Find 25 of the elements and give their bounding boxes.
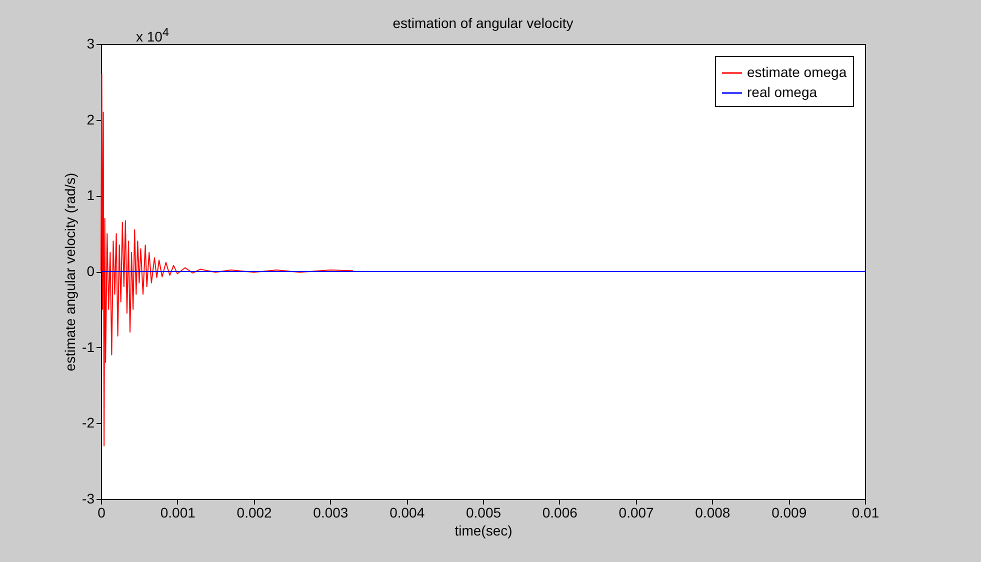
x-tick-label: 0.008 [695,504,730,520]
x-tick-label: 0.006 [542,504,578,520]
x-tick-label: 0.01 [852,504,880,520]
chart-title: estimation of angular velocity [392,15,574,31]
y-tick-label: -1 [82,338,95,355]
x-tick-label: 0.003 [313,504,348,520]
x-tick-label: 0.005 [466,504,502,520]
y-tick-label: 2 [86,111,95,128]
x-axis-title: time(sec) [454,522,512,538]
x-tick-label: 0.002 [236,504,272,520]
legend-label: estimate omega [747,64,847,80]
legend-label: real omega [747,84,818,100]
y-axis-title: estimate angular velocity (rad/s) [62,172,78,372]
y-tick-label: 0 [86,263,95,279]
y-tick-label: 1 [86,187,95,204]
y-tick-label: 3 [86,36,95,52]
x-tick-label: 0.007 [618,504,654,520]
x-tick-label: 0.004 [390,504,425,520]
line-series [100,74,354,446]
y-tick-label: -3 [82,490,95,506]
y-tick-label: -2 [82,414,95,431]
x-tick-label: 0.001 [160,504,196,520]
x-tick-label: 0 [98,504,106,520]
text: x 10$^{4}$ [136,26,169,45]
x-tick-label: 0.009 [772,504,807,520]
